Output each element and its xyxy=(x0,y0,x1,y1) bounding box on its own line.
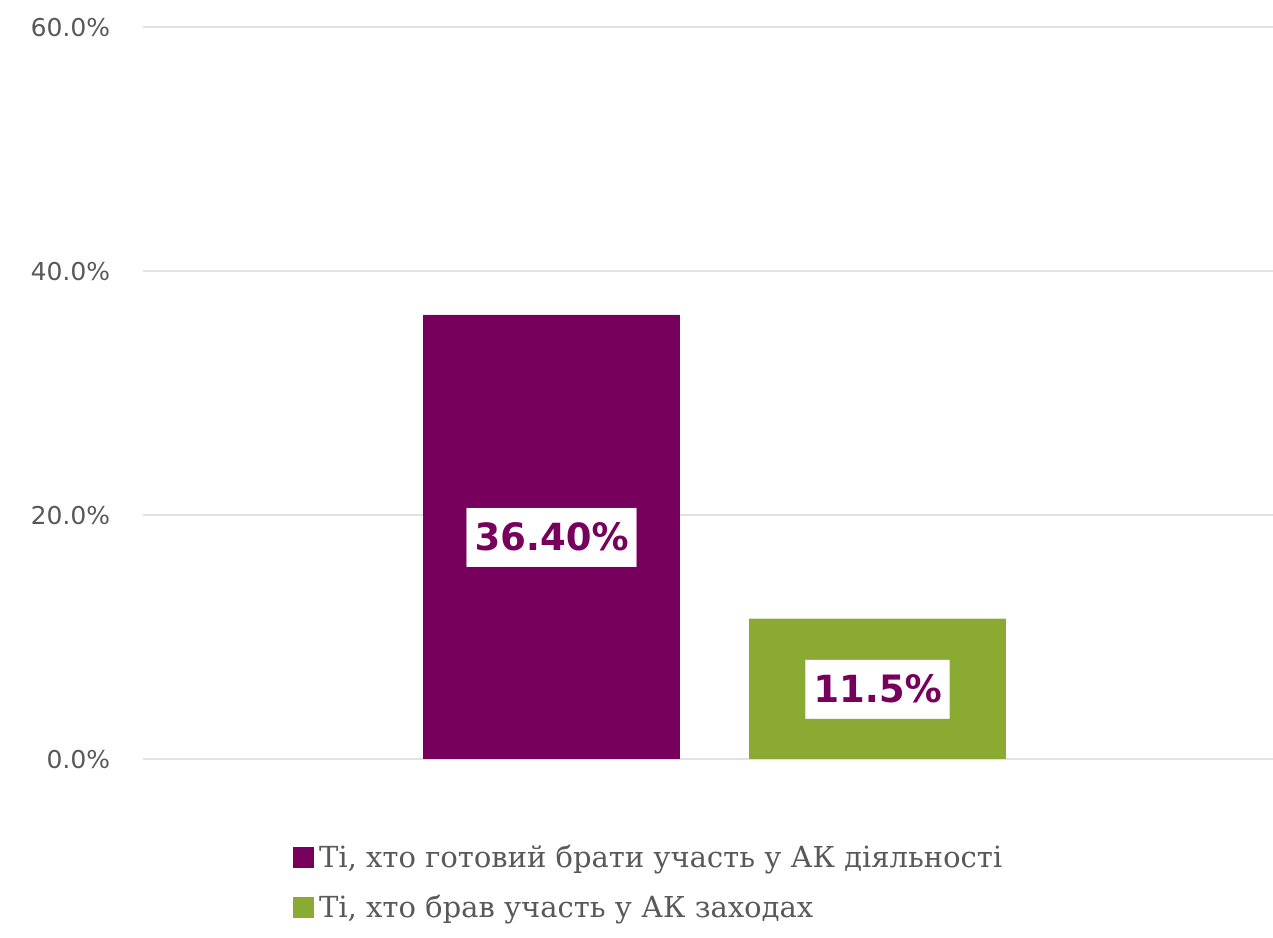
y-tick-label: 0.0% xyxy=(46,745,110,774)
y-tick-label: 20.0% xyxy=(31,501,110,530)
legend-label-participated: Ті, хто брав участь у АК заходах xyxy=(319,890,814,924)
y-tick-label: 40.0% xyxy=(31,257,110,286)
data-label-text: 36.40% xyxy=(474,516,628,559)
legend-label-ready-to-participate: Ті, хто готовий брати участь у АК діяльн… xyxy=(319,840,1003,874)
legend-item-ready-to-participate: Ті, хто готовий брати участь у АК діяльн… xyxy=(293,832,1002,882)
legend: Ті, хто готовий брати участь у АК діяльн… xyxy=(293,832,1002,932)
data-label-text: 11.5% xyxy=(813,668,941,711)
legend-swatch-participated xyxy=(293,896,314,918)
legend-swatch-ready-to-participate xyxy=(293,846,314,868)
legend-item-participated: Ті, хто брав участь у АК заходах xyxy=(293,882,1002,932)
data-label-2: 11.5% xyxy=(805,659,950,719)
bar-chart: 0.0% 20.0% 40.0% 60.0% 36.40% 11.5% xyxy=(31,13,1273,774)
data-label-background xyxy=(466,507,637,567)
data-labels: 36.40% 11.5% xyxy=(466,507,950,719)
y-tick-label: 60.0% xyxy=(31,13,110,42)
data-label-background xyxy=(805,659,950,719)
gridlines xyxy=(143,26,1273,760)
data-label-1: 36.40% xyxy=(466,507,637,567)
y-axis-ticks: 0.0% 20.0% 40.0% 60.0% xyxy=(31,13,110,774)
